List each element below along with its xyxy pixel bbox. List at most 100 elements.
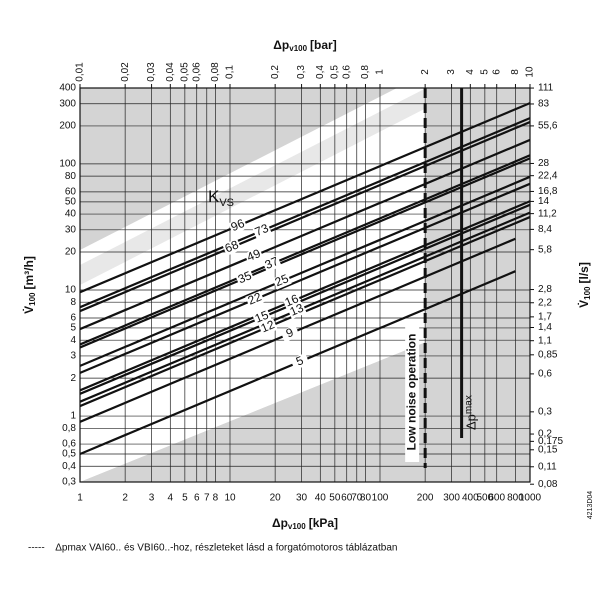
x2-tick-label: 0,1 bbox=[225, 65, 236, 79]
x-tick-label: 10 bbox=[224, 493, 236, 504]
x-tick-label: 3 bbox=[149, 493, 155, 504]
y2-tick-label: 0,2 bbox=[538, 429, 552, 440]
flow-line bbox=[80, 175, 530, 367]
label-bg bbox=[272, 272, 292, 290]
x2-tick-label: 0,2 bbox=[270, 65, 281, 79]
x-tick-label: 200 bbox=[417, 493, 434, 504]
label-bg bbox=[290, 353, 310, 371]
kvs-label: 37 bbox=[263, 254, 281, 272]
y2-tick-label: 0,85 bbox=[538, 349, 558, 360]
flow-line bbox=[80, 200, 530, 392]
x2-tick-label: 0,03 bbox=[146, 62, 157, 82]
flow-line bbox=[80, 157, 530, 349]
y-tick-label: 8 bbox=[70, 297, 76, 308]
text-part: v100 bbox=[289, 44, 307, 53]
label-bg bbox=[245, 290, 265, 308]
kvs-label: 35 bbox=[236, 268, 254, 286]
x2-tick-label: 2 bbox=[420, 69, 431, 75]
flow-line bbox=[80, 237, 516, 423]
x-tick-label: 600 bbox=[488, 493, 505, 504]
y2-tick-label: 0,11 bbox=[538, 461, 557, 472]
y2-tick-label: 0,3 bbox=[538, 406, 552, 417]
text-part: [m³/h] bbox=[22, 256, 36, 289]
x-tick-label: 80 bbox=[360, 493, 372, 504]
text-part: max bbox=[463, 395, 474, 414]
limit-label: Low noise operation bbox=[404, 334, 418, 451]
y-tick-label: 1 bbox=[70, 411, 76, 422]
y2-tick-label: 0,08 bbox=[538, 479, 558, 490]
x-tick-label: 30 bbox=[296, 493, 308, 504]
x-tick-label: 1000 bbox=[519, 493, 542, 504]
x2-tick-label: 0,6 bbox=[341, 65, 352, 79]
text-part: v100 bbox=[288, 522, 306, 531]
kvs-label: 68 bbox=[223, 237, 241, 255]
kvs-label: 15 bbox=[253, 307, 271, 325]
y2-axis-title: V̇100 [l/s] bbox=[576, 262, 592, 308]
y-tick-label: 0,3 bbox=[62, 477, 76, 488]
text-part: [kPa] bbox=[309, 516, 338, 530]
y-tick-label: 30 bbox=[65, 224, 77, 235]
y2-tick-label: 0,175 bbox=[538, 436, 563, 447]
x2-tick-label: 1 bbox=[375, 69, 386, 75]
y2-tick-label: 83 bbox=[538, 99, 550, 110]
y-tick-label: 4 bbox=[70, 335, 76, 346]
text-part: V̇ bbox=[21, 306, 36, 314]
flow-line bbox=[80, 138, 530, 331]
x-tick-label: 70 bbox=[351, 493, 363, 504]
flow-line bbox=[80, 154, 530, 346]
kvs-label: 5 bbox=[294, 353, 306, 369]
y2-tick-label: 16,8 bbox=[538, 186, 558, 197]
y-axis-title: V̇100 [m³/h] bbox=[21, 256, 37, 314]
y2-tick-label: 2,8 bbox=[538, 284, 552, 295]
x2-tick-label: 10 bbox=[525, 66, 536, 78]
x-tick-label: 2 bbox=[122, 493, 128, 504]
kvs-label: 13 bbox=[288, 301, 306, 319]
y-tick-label: 10 bbox=[65, 285, 77, 296]
x-axis-title: Δpv100 [kPa] bbox=[272, 516, 338, 531]
x2-tick-label: 8 bbox=[510, 69, 521, 75]
y-tick-label: 400 bbox=[59, 83, 76, 94]
y-tick-label: 40 bbox=[65, 209, 77, 220]
footnote: ----- Δpmax VAI60.. és VBI60..-hoz, rész… bbox=[28, 543, 397, 554]
y2-tick-label: 0,6 bbox=[538, 369, 552, 380]
x-tick-label: 50 bbox=[329, 493, 341, 504]
y2-tick-label: 55,6 bbox=[538, 121, 558, 132]
text-part: VS bbox=[219, 197, 234, 209]
y2-tick-label: 11,2 bbox=[538, 208, 557, 219]
y-tick-label: 0,8 bbox=[62, 423, 76, 434]
y-tick-label: 2 bbox=[70, 373, 76, 384]
kvs-label: 22 bbox=[246, 289, 264, 307]
kvs-label: 96 bbox=[229, 216, 247, 234]
x2-tick-label: 3 bbox=[446, 69, 457, 75]
y-tick-label: 6 bbox=[70, 313, 76, 324]
y2-tick-label: 28 bbox=[538, 158, 550, 169]
kvs-label: 73 bbox=[253, 221, 271, 239]
x-tick-label: 4 bbox=[168, 493, 174, 504]
label-bg bbox=[258, 318, 278, 336]
y-tick-label: 0,5 bbox=[62, 449, 76, 460]
x2-tick-label: 0,8 bbox=[360, 65, 371, 79]
y2-tick-label: 1,7 bbox=[538, 312, 552, 323]
x-tick-label: 100 bbox=[372, 493, 389, 504]
x2-tick-label: 0,4 bbox=[315, 65, 326, 79]
text-part: K bbox=[208, 187, 220, 206]
x-tick-label: 8 bbox=[213, 493, 219, 504]
x2-tick-label: 5 bbox=[479, 69, 490, 75]
label-bg bbox=[262, 255, 282, 273]
y-tick-label: 60 bbox=[65, 187, 77, 198]
kvs-title: KVS bbox=[208, 187, 234, 208]
flow-line bbox=[80, 102, 530, 294]
x2-tick-label: 0,01 bbox=[75, 62, 86, 82]
label-bg bbox=[235, 269, 255, 287]
kvs-label: 12 bbox=[259, 317, 277, 335]
label-bg bbox=[280, 324, 300, 343]
y-tick-label: 20 bbox=[65, 247, 77, 258]
x2-tick-label: 0,04 bbox=[165, 62, 176, 82]
y-tick-label: 5 bbox=[70, 323, 76, 334]
y-tick-label: 50 bbox=[65, 197, 77, 208]
y2-tick-label: 1,1 bbox=[538, 335, 552, 346]
x-tick-label: 6 bbox=[194, 493, 200, 504]
kvs-label: 9 bbox=[284, 325, 296, 341]
text-part: 100 bbox=[583, 286, 592, 300]
